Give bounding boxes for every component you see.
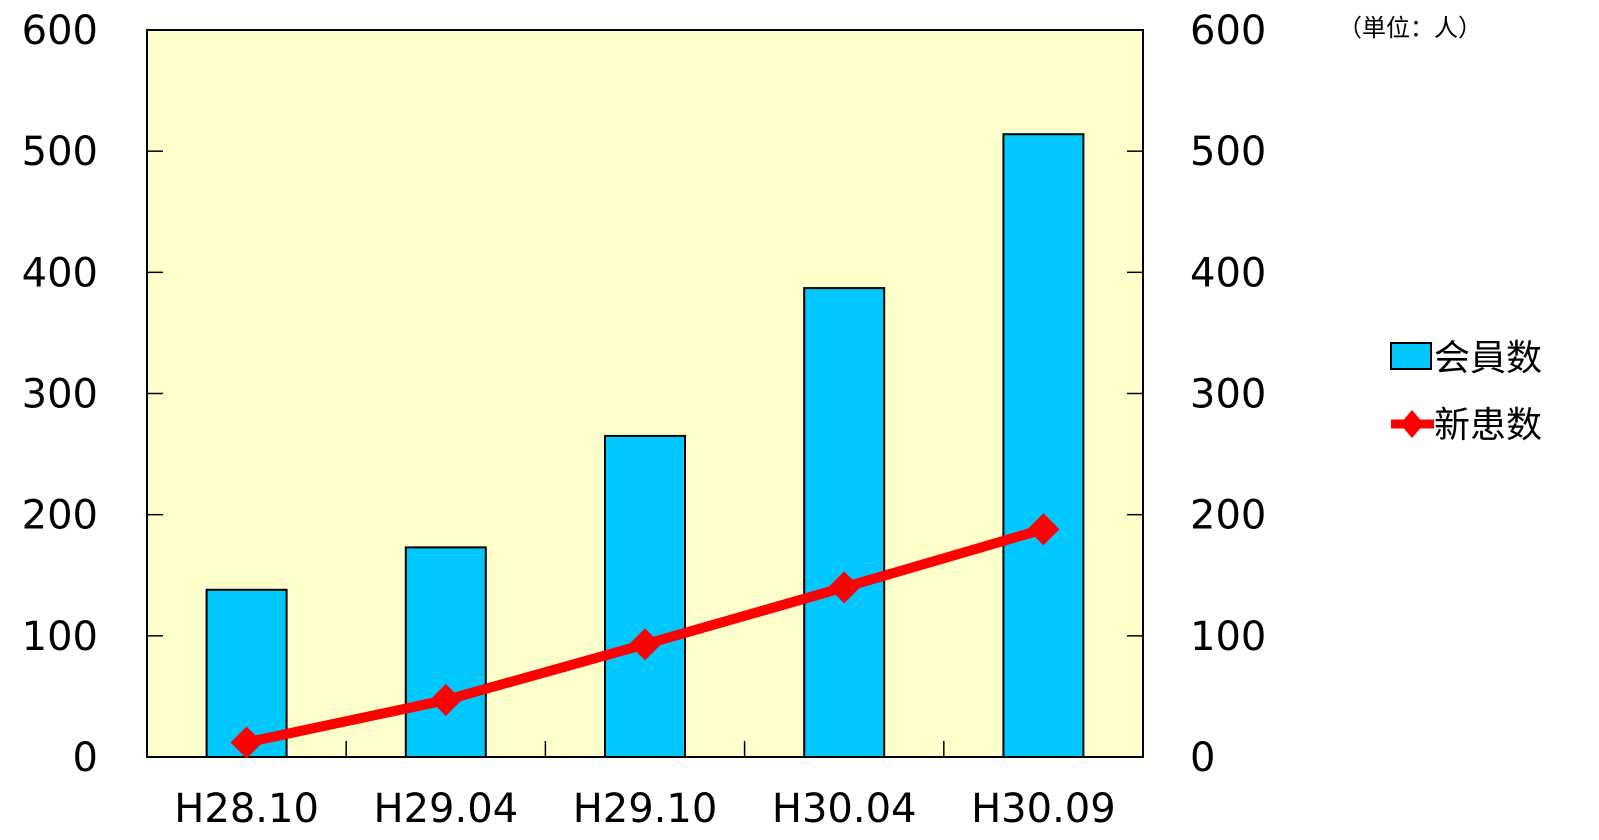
bar-series xyxy=(205,133,1085,759)
y-tick-label-left: 300 xyxy=(22,372,98,418)
x-tick-label: H30.09 xyxy=(971,786,1116,832)
legend-marker-new-patients xyxy=(1400,410,1424,438)
line-series xyxy=(230,513,1060,759)
y-tick-label-left: 600 xyxy=(22,8,98,54)
legend-item-new-patients: 新患数 xyxy=(1391,405,1542,446)
bar-H29.10 xyxy=(604,434,686,758)
y-axis-right: 0 100 200 300 400 500 600 xyxy=(1127,8,1266,781)
x-tick-label: H29.10 xyxy=(573,786,718,832)
x-axis: H28.10 H29.04 H29.10 H30.04 H30.09 xyxy=(174,741,1116,832)
line-point-H29.10 xyxy=(629,628,661,661)
x-tick-label: H28.10 xyxy=(174,786,319,832)
bar-H30.04 xyxy=(803,287,886,758)
y-tick-label-left: 500 xyxy=(22,129,98,175)
y-tick-label-left: 0 xyxy=(73,735,98,781)
line-point-H28.10 xyxy=(230,726,263,759)
line-point-H30.09 xyxy=(1027,513,1060,546)
legend-label-members: 会員数 xyxy=(1434,338,1542,379)
x-tick-label: H30.04 xyxy=(772,786,917,832)
bar-H29.04 xyxy=(404,546,487,758)
y-tick-label-right: 200 xyxy=(1190,493,1266,539)
y-tick-label-right: 0 xyxy=(1190,735,1215,781)
y-tick-label-right: 100 xyxy=(1190,614,1266,660)
line-point-H30.04 xyxy=(828,571,861,604)
legend-item-members: 会員数 xyxy=(1390,338,1542,379)
y-tick-label-left: 400 xyxy=(22,250,98,296)
bar-H30.09 xyxy=(1002,133,1085,759)
legend-label-new-patients: 新患数 xyxy=(1434,405,1542,446)
y-tick-label-left: 200 xyxy=(22,493,98,539)
y-tick-label-right: 400 xyxy=(1190,250,1266,296)
y-tick-label-right: 300 xyxy=(1190,372,1266,418)
legend: 会員数 新患数 xyxy=(1390,338,1542,446)
y-tick-label-left: 100 xyxy=(22,614,98,660)
legend-swatch-members xyxy=(1390,342,1432,370)
y-tick-label-right: 600 xyxy=(1190,8,1266,54)
line-point-H29.04 xyxy=(429,684,462,717)
y-axis-left: 0 100 200 300 400 500 600 xyxy=(22,8,163,781)
unit-label: （単位：人） xyxy=(1338,14,1482,42)
y-tick-label-right: 500 xyxy=(1190,129,1266,175)
x-tick-label: H29.04 xyxy=(374,786,519,832)
